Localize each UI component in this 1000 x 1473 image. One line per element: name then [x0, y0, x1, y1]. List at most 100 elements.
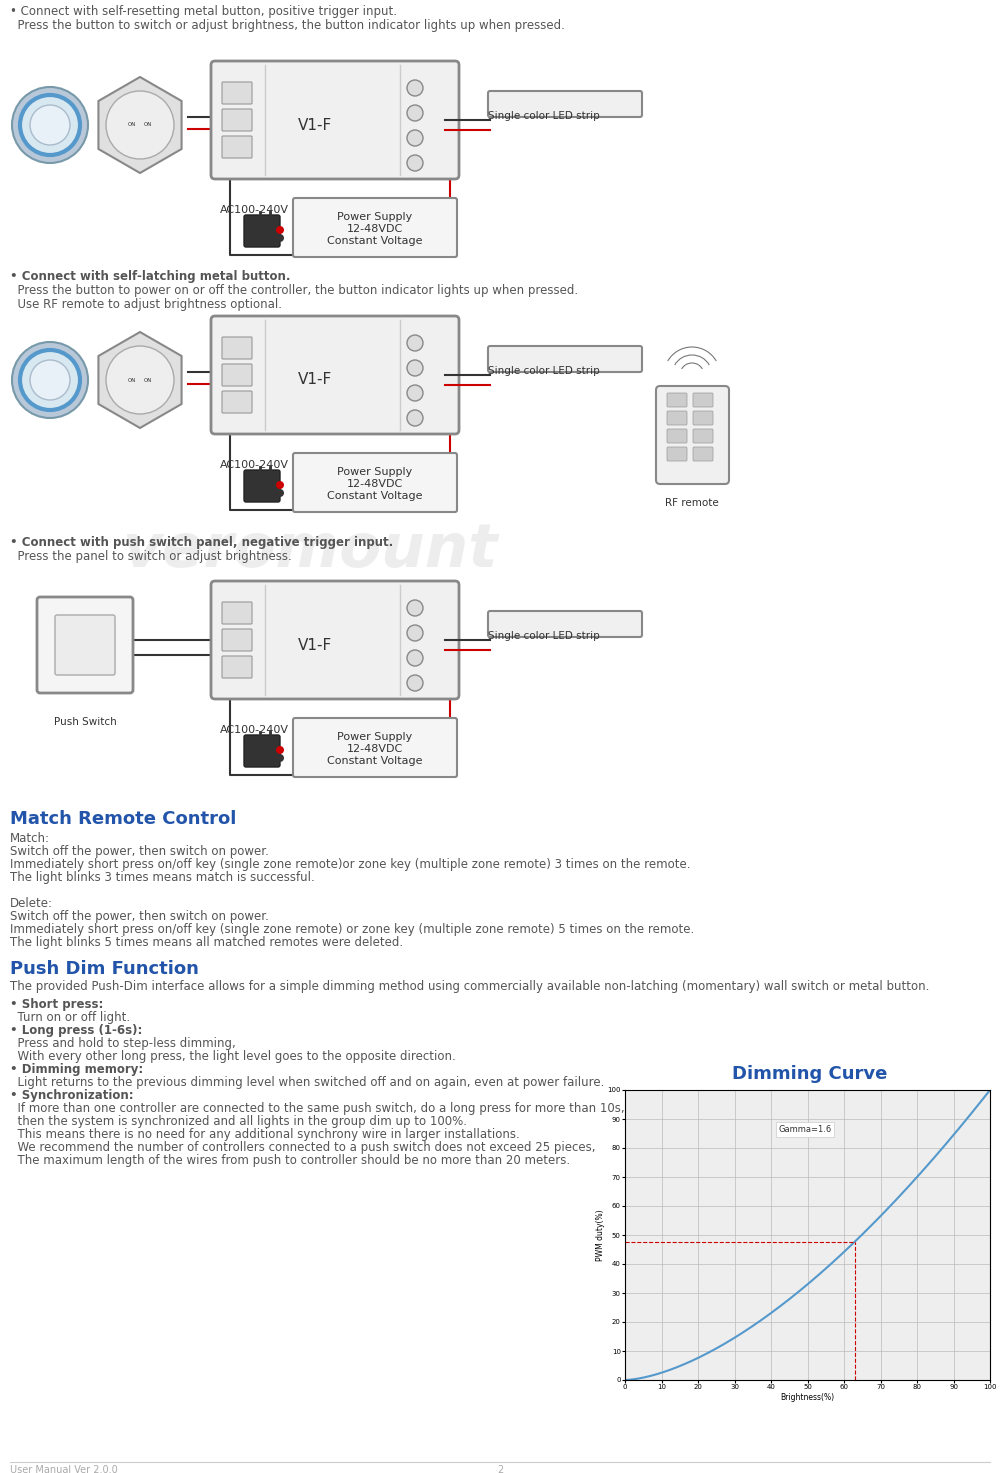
FancyBboxPatch shape [693, 393, 713, 407]
Circle shape [276, 234, 284, 242]
Text: • Dimming memory:: • Dimming memory: [10, 1064, 143, 1075]
Text: AC100-240V: AC100-240V [220, 725, 289, 735]
Text: Delete:: Delete: [10, 897, 53, 910]
Circle shape [12, 87, 88, 164]
Text: Immediately short press on/off key (single zone remote)or zone key (multiple zon: Immediately short press on/off key (sing… [10, 857, 690, 871]
FancyBboxPatch shape [667, 393, 687, 407]
FancyBboxPatch shape [656, 386, 729, 485]
Circle shape [407, 650, 423, 666]
Text: veromount: veromount [122, 520, 498, 579]
Circle shape [276, 489, 284, 496]
Text: Light returns to the previous dimming level when switched off and on again, even: Light returns to the previous dimming le… [10, 1075, 604, 1089]
Text: Push Switch: Push Switch [54, 717, 116, 728]
FancyBboxPatch shape [488, 346, 642, 373]
Circle shape [30, 359, 70, 401]
Circle shape [407, 384, 423, 401]
Circle shape [12, 342, 88, 418]
Text: The maximum length of the wires from push to controller should be no more than 2: The maximum length of the wires from pus… [10, 1153, 570, 1167]
FancyBboxPatch shape [667, 446, 687, 461]
Text: This means there is no need for any additional synchrony wire in larger installa: This means there is no need for any addi… [10, 1128, 520, 1142]
Circle shape [407, 130, 423, 146]
Text: Dimming Curve: Dimming Curve [732, 1065, 888, 1083]
FancyBboxPatch shape [488, 91, 642, 116]
FancyBboxPatch shape [667, 429, 687, 443]
FancyBboxPatch shape [222, 136, 252, 158]
Circle shape [407, 155, 423, 171]
Text: Constant Voltage: Constant Voltage [327, 236, 423, 246]
Circle shape [276, 482, 284, 489]
FancyBboxPatch shape [693, 411, 713, 426]
Text: 12-48VDC: 12-48VDC [347, 479, 403, 489]
FancyBboxPatch shape [693, 446, 713, 461]
Text: Switch off the power, then switch on power.: Switch off the power, then switch on pow… [10, 910, 269, 924]
Text: then the system is synchronized and all lights in the group dim up to 100%.: then the system is synchronized and all … [10, 1115, 467, 1128]
Circle shape [407, 675, 423, 691]
Text: • Connect with push switch panel, negative trigger input.: • Connect with push switch panel, negati… [10, 536, 393, 549]
FancyBboxPatch shape [488, 611, 642, 636]
Circle shape [407, 359, 423, 376]
FancyBboxPatch shape [222, 364, 252, 386]
Text: 2: 2 [497, 1466, 503, 1473]
FancyBboxPatch shape [244, 470, 280, 502]
FancyBboxPatch shape [222, 629, 252, 651]
Text: We recommend the number of controllers connected to a push switch does not excee: We recommend the number of controllers c… [10, 1142, 596, 1153]
Circle shape [407, 334, 423, 351]
Text: Constant Voltage: Constant Voltage [327, 756, 423, 766]
FancyBboxPatch shape [211, 60, 459, 180]
Circle shape [407, 409, 423, 426]
Text: Single color LED strip: Single color LED strip [488, 630, 600, 641]
Text: V1-F: V1-F [298, 373, 332, 387]
Text: Press and hold to step-less dimming,: Press and hold to step-less dimming, [10, 1037, 236, 1050]
FancyBboxPatch shape [667, 411, 687, 426]
Text: Power Supply: Power Supply [337, 732, 413, 742]
Circle shape [20, 94, 80, 155]
Text: 12-48VDC: 12-48VDC [347, 224, 403, 234]
Circle shape [20, 351, 80, 409]
Text: ON: ON [144, 122, 152, 128]
Circle shape [407, 80, 423, 96]
FancyBboxPatch shape [211, 580, 459, 700]
Text: Single color LED strip: Single color LED strip [488, 365, 600, 376]
FancyBboxPatch shape [55, 616, 115, 675]
Text: • Long press (1-6s):: • Long press (1-6s): [10, 1024, 142, 1037]
Polygon shape [98, 331, 182, 429]
FancyBboxPatch shape [293, 197, 457, 256]
Text: Press the panel to switch or adjust brightness.: Press the panel to switch or adjust brig… [10, 549, 292, 563]
Text: Match:: Match: [10, 832, 50, 846]
FancyBboxPatch shape [222, 109, 252, 131]
Text: Gamma=1.6: Gamma=1.6 [778, 1125, 832, 1134]
FancyBboxPatch shape [211, 317, 459, 435]
Circle shape [276, 745, 284, 754]
Text: ON: ON [128, 122, 136, 128]
FancyBboxPatch shape [222, 82, 252, 105]
Text: If more than one controller are connected to the same push switch, do a long pre: If more than one controller are connecte… [10, 1102, 625, 1115]
FancyBboxPatch shape [244, 215, 280, 247]
Circle shape [30, 105, 70, 144]
Text: Constant Voltage: Constant Voltage [327, 491, 423, 501]
Text: AC100-240V: AC100-240V [220, 460, 289, 470]
X-axis label: Brightness(%): Brightness(%) [780, 1393, 835, 1402]
Text: Power Supply: Power Supply [337, 212, 413, 222]
Text: The light blinks 3 times means match is successful.: The light blinks 3 times means match is … [10, 871, 315, 884]
Text: Match Remote Control: Match Remote Control [10, 810, 236, 828]
Text: Use RF remote to adjust brightness optional.: Use RF remote to adjust brightness optio… [10, 298, 282, 311]
Text: The light blinks 5 times means all matched remotes were deleted.: The light blinks 5 times means all match… [10, 935, 403, 949]
Circle shape [106, 91, 174, 159]
Text: User Manual Ver 2.0.0: User Manual Ver 2.0.0 [10, 1466, 118, 1473]
Circle shape [276, 754, 284, 762]
Text: • Connect with self-latching metal button.: • Connect with self-latching metal butto… [10, 270, 290, 283]
Circle shape [106, 346, 174, 414]
Text: Power Supply: Power Supply [337, 467, 413, 477]
Text: ON: ON [144, 377, 152, 383]
Text: • Short press:: • Short press: [10, 999, 103, 1010]
Text: 12-48VDC: 12-48VDC [347, 744, 403, 754]
FancyBboxPatch shape [293, 717, 457, 776]
Text: V1-F: V1-F [298, 118, 332, 133]
Y-axis label: PWM duty(%): PWM duty(%) [596, 1209, 605, 1261]
Text: With every other long press, the light level goes to the opposite direction.: With every other long press, the light l… [10, 1050, 456, 1064]
Text: Press the button to power on or off the controller, the button indicator lights : Press the button to power on or off the … [10, 284, 578, 298]
FancyBboxPatch shape [244, 735, 280, 767]
Text: Turn on or off light.: Turn on or off light. [10, 1010, 130, 1024]
Circle shape [407, 600, 423, 616]
Text: • Synchronization:: • Synchronization: [10, 1089, 134, 1102]
